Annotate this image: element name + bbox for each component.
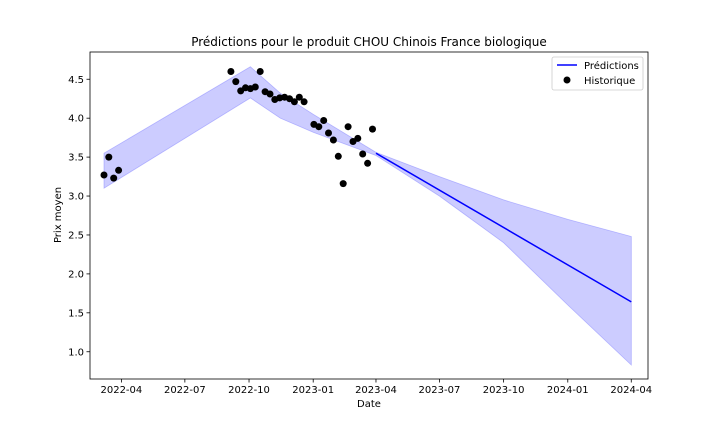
- x-axis-ticks: 2022-04 2022-07 2022-10 2023-01 2023-04 2023-…: [100, 379, 652, 396]
- history-point: [266, 90, 274, 98]
- history-point: [334, 152, 342, 160]
- y-tick-label: 4.0: [68, 114, 84, 125]
- history-point: [300, 98, 308, 106]
- legend: Prédictions Historique: [551, 56, 644, 91]
- x-axis-label: Date: [357, 399, 381, 410]
- history-point: [364, 159, 372, 167]
- x-tick-label: 2024-01: [547, 385, 589, 396]
- prediction-line: [375, 152, 632, 303]
- history-point: [359, 150, 367, 158]
- y-tick-label: 3.0: [68, 192, 84, 203]
- history-point: [256, 68, 264, 75]
- chart-title: Prédictions pour le produit CHOU Chinois…: [191, 35, 547, 49]
- history-point: [105, 153, 113, 161]
- history-point: [354, 134, 362, 142]
- history-points-layer: [100, 68, 376, 188]
- y-axis-ticks: 1.0 1.5 2.0 2.5 3.0 3.5 4.0 4.5: [68, 75, 90, 358]
- plot-frame: [89, 51, 649, 380]
- history-point: [325, 129, 332, 137]
- prediction-line-layer: [375, 152, 632, 303]
- history-point: [344, 123, 352, 131]
- confidence-band: [103, 66, 632, 366]
- legend-prediction-label: Prédictions: [584, 60, 639, 72]
- history-point: [100, 171, 108, 179]
- x-tick-label: 2023-04: [355, 385, 397, 396]
- y-axis-label: Prix moyen: [53, 187, 64, 243]
- y-tick-label: 3.5: [68, 153, 84, 164]
- history-point: [232, 78, 240, 86]
- y-tick-label: 2.0: [68, 269, 84, 280]
- history-point: [227, 68, 235, 75]
- x-tick-label: 2023-01: [292, 385, 334, 396]
- x-tick-label: 2023-10: [483, 385, 525, 396]
- plot-area: [90, 52, 648, 379]
- history-point: [315, 123, 323, 131]
- history-point: [339, 180, 347, 188]
- history-point: [251, 83, 259, 91]
- y-tick-label: 1.5: [68, 308, 84, 319]
- history-point: [295, 93, 303, 101]
- history-point: [110, 174, 118, 182]
- history-point: [329, 136, 337, 144]
- x-tick-label: 2023-07: [419, 385, 461, 396]
- history-point: [320, 117, 328, 124]
- history-point: [115, 166, 123, 174]
- confidence-band-layer: [103, 66, 632, 366]
- history-point: [290, 98, 298, 106]
- x-tick-label: 2022-07: [164, 385, 206, 396]
- y-tick-label: 2.5: [68, 230, 84, 241]
- x-tick-label: 2022-04: [100, 385, 142, 396]
- history-point: [369, 125, 376, 133]
- legend-history-label: Historique: [584, 76, 635, 87]
- x-tick-label: 2022-10: [228, 385, 270, 396]
- legend-history-swatch: [563, 76, 571, 84]
- x-tick-label: 2024-04: [610, 385, 652, 396]
- y-tick-label: 1.0: [68, 347, 84, 358]
- y-tick-label: 4.5: [68, 75, 84, 86]
